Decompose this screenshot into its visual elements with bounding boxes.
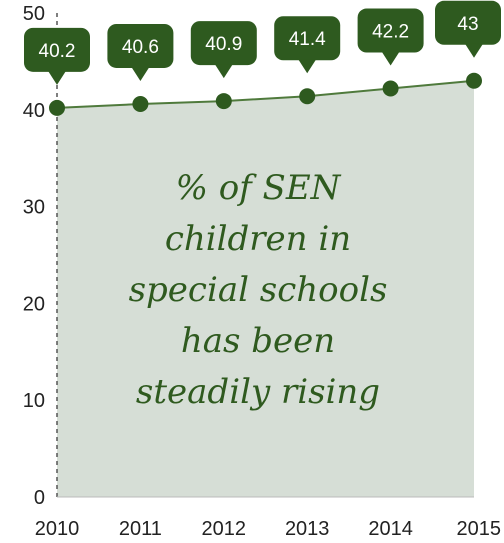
- series-line: [56, 79, 475, 109]
- callout-pointer: [131, 66, 150, 81]
- y-tick-label: 10: [23, 390, 45, 412]
- data-label: 40.9: [205, 34, 242, 55]
- callout-pointer: [48, 70, 66, 85]
- data-point: [215, 93, 232, 110]
- y-axis-ticks: 0 10 20 30 40 50: [23, 3, 45, 509]
- y-tick-label: 20: [23, 293, 45, 315]
- callout-pointer: [381, 51, 400, 66]
- x-tick-label: 2013: [285, 518, 330, 540]
- x-tick-label: 2014: [368, 518, 413, 540]
- callout-pointer: [298, 59, 317, 74]
- y-tick-label: 0: [34, 487, 45, 509]
- y-tick-label: 30: [23, 197, 45, 219]
- callout-pointer: [465, 43, 483, 58]
- data-label-callout: 43: [435, 0, 501, 58]
- callout-box: [107, 23, 174, 68]
- x-tick-label: 2015: [457, 518, 502, 540]
- callout-box: [274, 16, 341, 61]
- data-label-callout: 42.2: [357, 8, 424, 66]
- data-label-callout: 40.9: [190, 21, 257, 79]
- data-label: 40.2: [39, 41, 76, 62]
- x-tick-label: 2010: [35, 518, 80, 540]
- data-label: 42.2: [372, 22, 409, 43]
- y-tick-label: 40: [23, 100, 45, 122]
- data-point: [382, 80, 399, 97]
- callout-box: [190, 21, 257, 66]
- data-label-callout: 41.4: [274, 16, 341, 74]
- data-point: [132, 95, 149, 112]
- chart-annotation: % of SEN children in special schools has…: [128, 168, 388, 412]
- data-label: 41.4: [289, 29, 326, 50]
- data-label-callout: 40.6: [107, 23, 174, 81]
- x-axis-ticks: 2010 2011 2012 2013 2014 2015: [35, 518, 501, 540]
- callout-pointer: [214, 64, 233, 79]
- callout-box: [24, 27, 90, 72]
- data-point: [466, 72, 482, 89]
- data-point: [49, 99, 65, 116]
- callout-box: [357, 8, 424, 53]
- callout-box: [435, 0, 501, 45]
- y-tick-label: 50: [23, 3, 45, 25]
- chart-area-fill: [57, 80, 474, 498]
- data-label-callout: 40.2: [24, 27, 90, 85]
- x-tick-label: 2011: [119, 518, 162, 540]
- data-label-callouts: 40.2 40.6 40.9 41.4 42.2 43: [24, 0, 501, 85]
- x-tick-label: 2012: [202, 518, 247, 540]
- data-label: 40.6: [122, 37, 159, 58]
- data-point: [299, 88, 316, 105]
- data-markers: [49, 72, 482, 116]
- data-label: 43: [457, 14, 478, 35]
